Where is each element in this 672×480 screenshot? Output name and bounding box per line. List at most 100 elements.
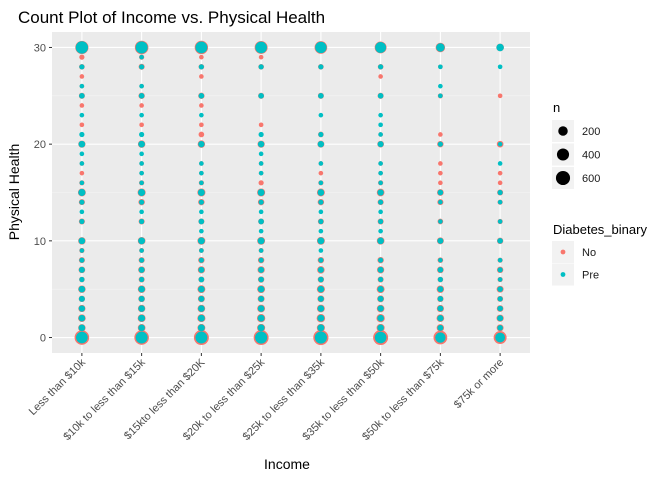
data-point [258, 161, 264, 166]
data-point [198, 305, 205, 312]
data-point [377, 237, 384, 245]
data-point [79, 170, 85, 176]
data-point [318, 161, 324, 166]
data-point [257, 140, 265, 148]
data-point [317, 305, 325, 312]
data-point [497, 93, 503, 99]
data-point [258, 170, 264, 176]
data-point [497, 315, 504, 322]
size-legend-label: 200 [582, 126, 600, 138]
data-point [199, 112, 204, 118]
data-point [318, 228, 324, 234]
data-point [497, 219, 503, 224]
data-point [139, 257, 145, 263]
data-point [497, 141, 503, 147]
data-point [258, 295, 265, 302]
data-point [437, 141, 443, 147]
data-point [257, 237, 265, 245]
data-point [79, 83, 85, 89]
data-point [438, 161, 443, 166]
data-point [377, 266, 384, 273]
data-point [435, 332, 446, 343]
data-point [437, 286, 444, 293]
data-point [317, 237, 325, 245]
data-point [438, 170, 443, 176]
data-point [138, 188, 146, 197]
data-point [378, 64, 384, 70]
data-point [199, 170, 204, 176]
size-legend-label: 600 [582, 173, 600, 185]
data-point [135, 331, 148, 344]
data-point [79, 64, 85, 70]
data-point [317, 314, 325, 322]
data-point [318, 170, 324, 176]
data-point [258, 131, 264, 138]
data-point [78, 295, 85, 302]
data-point [258, 266, 265, 273]
y-tick-label: 10 [34, 236, 46, 248]
size-legend-dot [556, 148, 570, 161]
data-point [497, 296, 503, 302]
data-point [79, 131, 85, 138]
data-point [258, 248, 264, 253]
data-point [255, 331, 268, 344]
data-point [378, 257, 384, 263]
series-pre [75, 41, 506, 344]
data-point [79, 248, 85, 253]
data-point [437, 324, 444, 331]
data-point [195, 41, 208, 54]
data-point [79, 276, 85, 283]
data-point [437, 237, 444, 244]
data-point [138, 140, 145, 148]
x-tick-label: $75k or more [452, 357, 506, 411]
legend: n 200 400 600 Diabetes_binary No Pre [552, 100, 647, 286]
data-point [139, 199, 145, 205]
data-point [135, 41, 148, 54]
data-point [374, 331, 387, 344]
data-point [78, 140, 86, 148]
data-point [139, 151, 144, 157]
data-point [377, 189, 384, 196]
data-point [79, 54, 85, 60]
data-point [378, 74, 383, 79]
data-point [438, 83, 443, 89]
data-point [438, 180, 443, 186]
data-point [258, 228, 264, 234]
data-point [377, 286, 384, 293]
data-point [79, 92, 85, 99]
data-point [198, 266, 205, 273]
data-point [438, 132, 443, 137]
data-point [138, 237, 146, 245]
data-point [497, 277, 503, 282]
data-point [197, 314, 205, 322]
data-point [438, 257, 443, 263]
color-legend-label: Pre [582, 270, 599, 282]
x-axis-title: Income [264, 456, 310, 472]
size-legend-keys: 200 400 600 [552, 120, 600, 189]
data-point [378, 228, 383, 234]
data-point [198, 257, 204, 263]
data-point [199, 122, 204, 128]
data-point [437, 276, 443, 283]
data-point [76, 331, 88, 344]
data-point [198, 199, 204, 205]
x-tick-label: Less than $10k [27, 356, 89, 418]
data-point [497, 161, 503, 166]
data-point [78, 305, 86, 312]
data-point [377, 305, 384, 312]
data-point [139, 122, 144, 128]
data-point [78, 314, 86, 322]
data-point [139, 170, 144, 176]
data-point [257, 285, 265, 293]
data-point [199, 54, 204, 60]
data-point [139, 103, 144, 108]
data-point [139, 131, 145, 138]
data-point [78, 285, 86, 293]
y-tick-label: 30 [34, 42, 46, 54]
data-point [199, 103, 204, 108]
data-point [378, 276, 384, 283]
data-point [199, 209, 204, 215]
size-legend-dot [555, 170, 571, 186]
data-point [257, 189, 265, 196]
data-point [198, 140, 205, 148]
